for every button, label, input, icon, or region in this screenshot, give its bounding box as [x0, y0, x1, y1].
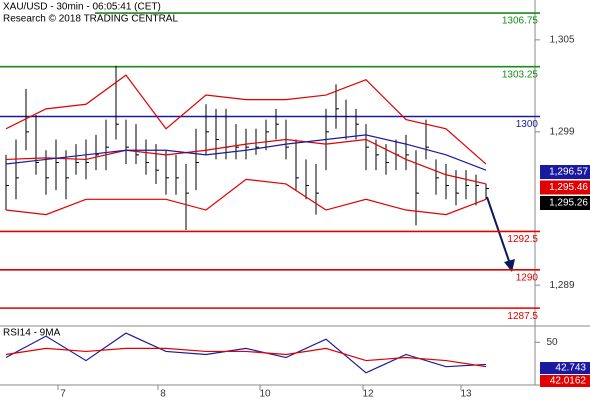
x-tick-label: 8: [160, 389, 166, 400]
rsi-box-label: 42.743: [555, 363, 586, 374]
rsi-title: RSI14 - 9MA: [3, 328, 61, 339]
rsi-box: [540, 375, 590, 387]
level-label: 1306.75: [502, 16, 539, 27]
level-label: 1290: [516, 272, 539, 283]
x-tick-label: 13: [460, 389, 472, 400]
indicator-line: [5, 134, 487, 171]
chart-title: XAU/USD - 30min - 06:05:41 (CET): [3, 2, 161, 13]
price-box-label: 1,296.57: [549, 167, 588, 178]
indicator-line: [5, 138, 487, 185]
x-tick-label: 10: [259, 389, 271, 400]
price-box: [540, 165, 590, 179]
level-label: 1287.5: [507, 311, 538, 322]
level-label: 1300: [516, 119, 539, 130]
y-tick-label: 1,299: [549, 126, 574, 137]
indicator-line: [5, 347, 487, 368]
level-label: 1292.5: [507, 234, 538, 245]
arrow-head: [504, 259, 515, 272]
indicator-line: [5, 332, 487, 374]
y-tick-label: 1,305: [549, 34, 574, 45]
price-box-label: 1,295.46: [549, 182, 588, 193]
price-box: [540, 196, 590, 210]
y-tick-label: 1,289: [549, 280, 574, 291]
rsi-box-label: 42.0162: [550, 376, 587, 387]
x-tick-label: 12: [362, 389, 374, 400]
chart-subtitle: Research © 2018 TRADING CENTRAL: [3, 14, 178, 25]
indicator-line: [5, 74, 487, 165]
x-tick-label: 7: [60, 389, 66, 400]
rsi-tick-label: 50: [546, 337, 558, 348]
price-box-label: 1,295.26: [549, 198, 588, 209]
price-box: [540, 180, 590, 195]
level-label: 1303.25: [502, 69, 539, 80]
rsi-box: [540, 362, 590, 374]
projection-arrow: [486, 196, 511, 265]
indicator-line: [5, 178, 487, 216]
